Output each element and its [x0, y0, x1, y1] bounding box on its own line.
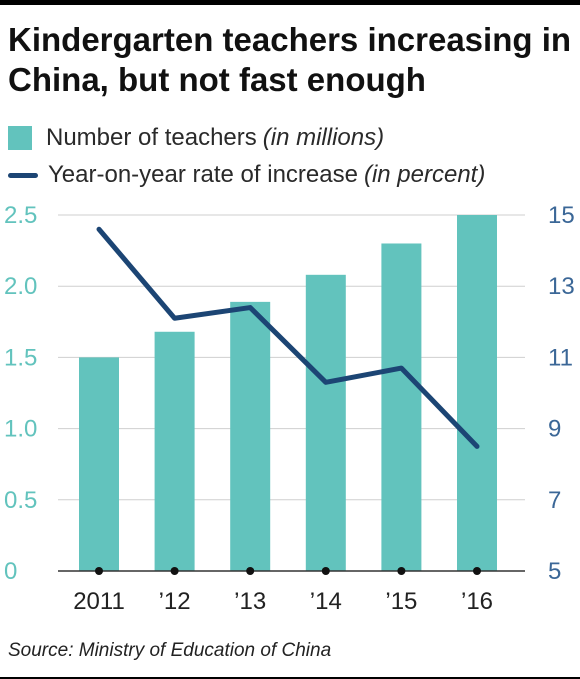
rate-line	[96, 226, 480, 449]
left-axis-tick-label: 0.5	[4, 487, 37, 514]
left-axis-tick-label: 2.0	[4, 273, 37, 300]
bottom-rule	[0, 677, 580, 679]
left-axis-tick-label: 1.0	[4, 416, 37, 443]
x-tick-label: ’12	[159, 588, 191, 615]
legend-unit-rate: (in percent)	[363, 161, 486, 188]
x-tick-label: ’16	[461, 588, 493, 615]
left-axis-tick-label: 1.5	[4, 344, 37, 371]
legend-label-teachers: Number of teachers	[46, 124, 257, 151]
legend-label-rate: Year-on-year rate of increase	[48, 161, 358, 188]
right-axis-tick-label: 9	[548, 416, 561, 443]
x-tick-dot	[170, 567, 179, 575]
right-axis-tick-label: 11	[548, 344, 573, 371]
x-tick-dot	[397, 567, 406, 575]
chart-title: Kindergarten teachers increasing in Chin…	[8, 21, 572, 98]
x-tick-label: 2011	[73, 588, 125, 615]
right-axis-tick-label: 13	[548, 273, 575, 300]
source-note: Source: Ministry of Education of China	[8, 640, 332, 661]
right-axis-tick-label: 7	[548, 487, 561, 514]
bar	[305, 274, 346, 571]
legend-item-rate: Year-on-year rate of increase (in percen…	[8, 160, 485, 190]
bar	[457, 215, 497, 571]
legend-unit-teachers: (in millions)	[262, 124, 385, 151]
x-tick-label: ’14	[310, 588, 342, 615]
x-tick-label: ’13	[234, 588, 266, 615]
right-axis-tick-label: 15	[548, 202, 575, 229]
bar	[154, 331, 195, 571]
left-axis-tick-label: 0	[4, 558, 17, 585]
x-tick-dot	[473, 567, 481, 575]
bar	[381, 243, 422, 572]
bar	[79, 357, 119, 571]
top-rule	[0, 0, 580, 5]
x-tick-dot	[95, 567, 103, 575]
bar	[230, 301, 271, 571]
legend-swatch-line	[8, 172, 38, 178]
legend-item-teachers: Number of teachers (in millions)	[8, 123, 384, 153]
left-axis-tick-label: 2.5	[4, 202, 37, 229]
x-tick-dot	[246, 567, 255, 575]
legend-swatch-bar	[8, 126, 32, 150]
right-axis-tick-label: 5	[548, 558, 561, 585]
x-tick-dot	[321, 567, 330, 575]
x-tick-label: ’15	[385, 588, 417, 615]
chart-plot: 0 0.5 1.0 1.5 2.0 2.5 5 7 9 11 13 15 2011 ’12 ’13 ’14 ’1…	[4, 202, 575, 615]
